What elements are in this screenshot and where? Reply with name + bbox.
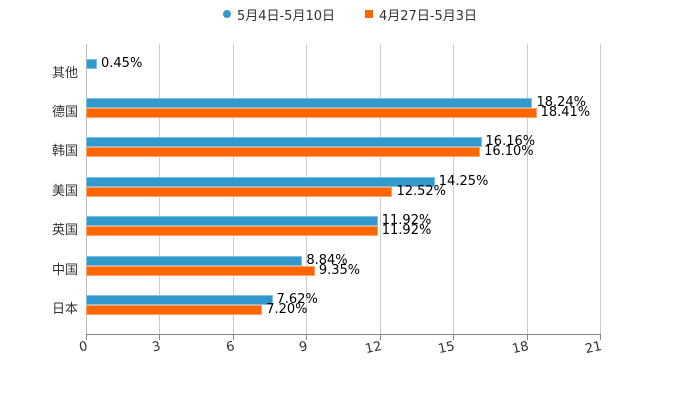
circle-marker-icon bbox=[222, 10, 231, 18]
x-tick-label: 9 bbox=[297, 339, 310, 356]
bar-series-2[interactable] bbox=[86, 226, 378, 236]
value-label: 16.10% bbox=[484, 144, 534, 159]
bar-series-1[interactable] bbox=[86, 177, 435, 187]
value-label: 18.24% bbox=[536, 95, 587, 110]
value-label: 8.84% bbox=[306, 253, 348, 268]
x-axis-tick bbox=[600, 334, 601, 340]
category-label: 德国 bbox=[51, 105, 78, 120]
x-tick-label: 21 bbox=[583, 339, 604, 358]
x-tick-label: 0 bbox=[77, 339, 90, 356]
legend-label-series-2: 4月27日-5月3日 bbox=[379, 8, 478, 24]
x-axis-tick bbox=[527, 334, 528, 340]
bar-series-1[interactable] bbox=[86, 98, 533, 108]
bar-series-2[interactable] bbox=[86, 266, 315, 276]
value-label: 11.92% bbox=[381, 223, 432, 238]
bar-series-2[interactable] bbox=[86, 147, 481, 157]
x-tick-label: 15 bbox=[436, 339, 457, 358]
value-label: 9.35% bbox=[318, 263, 361, 278]
bar-series-2[interactable] bbox=[86, 108, 537, 118]
bar-series-1[interactable] bbox=[86, 216, 378, 226]
category-label: 美国 bbox=[51, 184, 78, 199]
value-label: 14.25% bbox=[438, 174, 489, 189]
x-tick-label: 3 bbox=[150, 339, 163, 356]
category-label: 韩国 bbox=[51, 144, 78, 159]
x-axis-tick bbox=[380, 334, 381, 340]
x-axis-tick bbox=[306, 334, 307, 340]
category-label: 英国 bbox=[51, 223, 78, 238]
gridline bbox=[527, 44, 528, 335]
x-axis-tick bbox=[233, 334, 234, 340]
gridline bbox=[600, 44, 601, 335]
bar-series-1[interactable] bbox=[86, 295, 273, 305]
x-tick-label: 12 bbox=[363, 339, 384, 358]
value-label: 12.52% bbox=[396, 184, 447, 199]
value-label: 18.41% bbox=[540, 105, 591, 120]
legend-item-series-1[interactable]: 5月4日-5月10日 bbox=[222, 4, 335, 24]
value-label: 7.20% bbox=[266, 302, 308, 317]
bar-series-1[interactable] bbox=[86, 137, 482, 147]
x-axis-line bbox=[86, 334, 600, 335]
bar-series-2[interactable] bbox=[86, 187, 393, 197]
x-axis-tick bbox=[453, 334, 454, 340]
bar-series-1[interactable] bbox=[86, 256, 303, 266]
category-label: 日本 bbox=[51, 302, 78, 317]
value-label: 11.92% bbox=[381, 213, 432, 228]
x-axis-tick bbox=[86, 334, 87, 340]
value-label: 16.16% bbox=[485, 134, 536, 149]
x-axis-tick bbox=[159, 334, 160, 340]
square-marker-icon bbox=[365, 10, 373, 18]
category-label: 中国 bbox=[51, 263, 78, 278]
x-tick-label: 6 bbox=[224, 339, 237, 356]
x-tick-label: 18 bbox=[510, 339, 531, 358]
legend-label-series-1: 5月4日-5月10日 bbox=[236, 8, 335, 24]
legend-item-series-2[interactable]: 4月27日-5月3日 bbox=[365, 4, 477, 24]
gridline bbox=[453, 44, 454, 335]
chart-legend: 5月4日-5月10日 4月27日-5月3日 bbox=[0, 4, 700, 24]
bar-series-1[interactable] bbox=[86, 59, 97, 69]
value-label: 0.45% bbox=[101, 56, 143, 71]
value-label: 7.62% bbox=[276, 292, 318, 307]
bar-series-2[interactable] bbox=[86, 305, 263, 315]
category-label: 其他 bbox=[51, 66, 78, 81]
